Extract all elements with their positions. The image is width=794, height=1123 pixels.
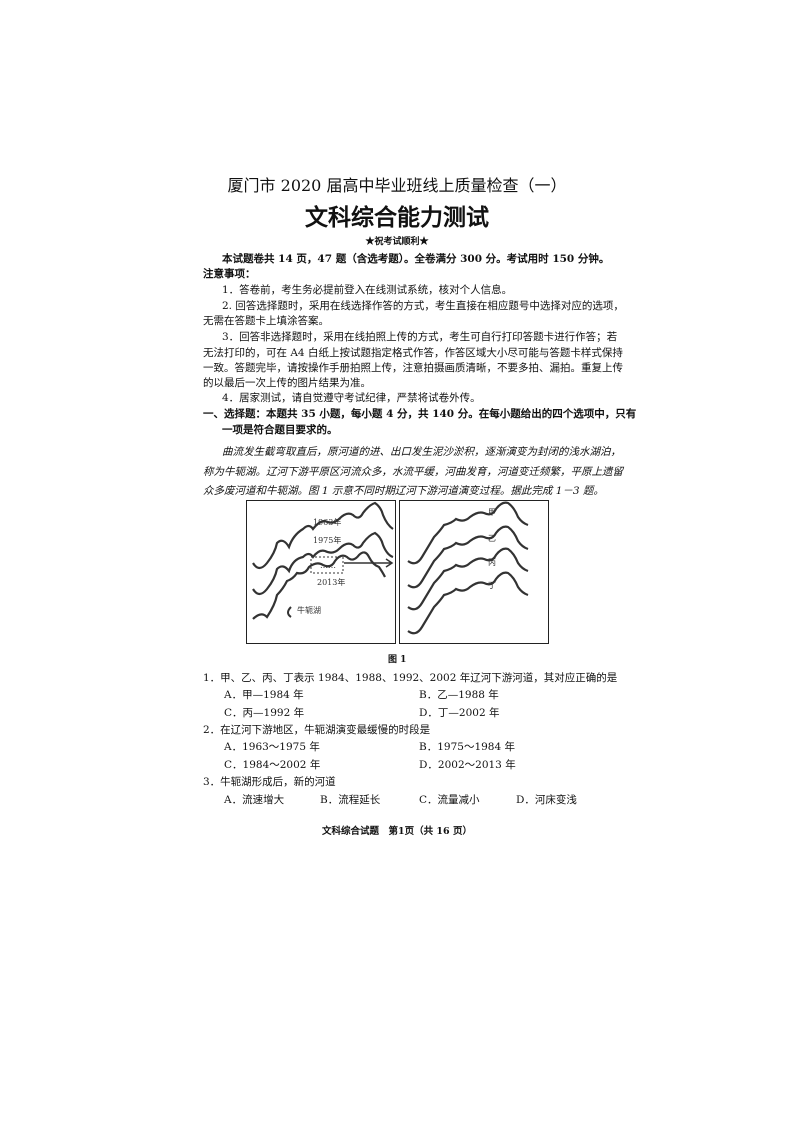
label-jia: 甲	[488, 508, 496, 517]
q3-option-b[interactable]: B．流程延长	[320, 794, 381, 806]
q3-option-a[interactable]: A．流速增大	[224, 794, 285, 806]
exam-motto: ★祝考试顺利★	[365, 237, 429, 247]
label-oxbow: 牛轭湖	[297, 605, 321, 615]
q3-option-d[interactable]: D．河床变浅	[516, 794, 577, 806]
notice-line: 的以最后一次上传的图片结果为准。	[203, 377, 371, 389]
q2-option-d[interactable]: D．2002～2013 年	[419, 759, 516, 771]
q1-option-c[interactable]: C．丙—1992 年	[224, 707, 305, 719]
notice-line: 一致。答题完毕，请按操作手册拍照上传，注意拍摄画质清晰，不要多拍、漏拍。重复上传	[203, 362, 623, 374]
figure-right-panel: 甲 乙 丙 丁	[399, 500, 549, 644]
river-1963	[252, 501, 394, 570]
figure-left-panel: …… 1963年 1975年 2013年 牛轭湖	[246, 500, 396, 644]
river-map-left: …… 1963年 1975年 2013年 牛轭湖	[252, 501, 394, 620]
q1-option-b[interactable]: B．乙—1988 年	[419, 689, 499, 701]
passage-line: 曲流发生截弯取直后，原河道的进、出口发生泥沙淤积，逐渐演变为封闭的浅水湖泊，	[222, 446, 621, 458]
page-footer: 文科综合试题 第1页（共 16 页）	[322, 826, 472, 837]
q2-option-b[interactable]: B．1975～1984 年	[419, 741, 515, 753]
q1-option-a[interactable]: A．甲—1984 年	[224, 689, 304, 701]
river-map-right: 甲 乙 丙 丁	[407, 501, 529, 635]
question-1-stem: 1．甲、乙、丙、丁表示 1984、1988、1992、2002 年辽河下游河道，…	[203, 672, 618, 684]
section-heading: 一、选择题：本题共 35 小题，每小题 4 分，共 140 分。在每小题给出的四…	[203, 408, 637, 420]
passage-line: 众多废河道和牛轭湖。图 1 示意不同时期辽河下游河道演变过程。据此完成 1－3 …	[203, 485, 604, 497]
label-bing: 丙	[488, 558, 496, 567]
label-2013: 2013年	[317, 577, 345, 587]
river-jia	[407, 501, 529, 565]
exam-subtitle: 文科综合能力测试	[305, 205, 489, 231]
q2-option-a[interactable]: A．1963～1975 年	[224, 741, 320, 753]
label-ding: 丁	[488, 581, 496, 590]
river-ding	[407, 571, 529, 635]
dashed-box	[310, 556, 344, 574]
river-yi	[407, 525, 529, 589]
river-bing	[407, 547, 529, 611]
notice-heading: 注意事项：	[203, 268, 256, 280]
notice-line: 2. 回答选择题时，采用在线选择作答的方式，考生直接在相应题号中选择对应的选项，	[222, 300, 624, 312]
notice-line: 1．答卷前，考生务必提前登入在线测试系统，核对个人信息。	[222, 284, 513, 296]
label-yi: 乙	[488, 534, 496, 543]
notice-line: 4．居家测试，请自觉遵守考试纪律，严禁将试卷外传。	[222, 392, 481, 404]
question-2-stem: 2．在辽河下游地区，牛轭湖演变最缓慢的时段是	[203, 724, 431, 736]
q1-option-d[interactable]: D．丁—2002 年	[419, 707, 500, 719]
label-1963: 1963年	[313, 517, 341, 527]
dashed-box-label: ……	[320, 561, 336, 570]
q3-option-c[interactable]: C．流量减小	[419, 794, 480, 806]
oxbow-lake	[287, 606, 292, 618]
notice-line: 无法打印的，可在 A4 白纸上按试题指定格式作答，作答区域大小尽可能与答题卡样式…	[203, 347, 623, 359]
notice-line: 3．回答非选择题时，采用在线拍照上传的方式，考生可自行打印答题卡进行作答；若	[222, 331, 618, 343]
river-1975	[252, 531, 394, 596]
intro-text: 本试题卷共 14 页，47 题（含选考题）。全卷满分 300 分。考试用时 15…	[222, 253, 610, 265]
label-1975: 1975年	[313, 535, 341, 545]
passage-line: 称为牛轭湖。辽河下游平原区河流众多，水流平缓，河曲发育，河道变迁频繁，平原上遗留	[203, 466, 623, 478]
q2-option-c[interactable]: C．1984～2002 年	[224, 759, 321, 771]
notice-line: 无需在答题卡上填涂答案。	[203, 315, 329, 327]
section-heading-cont: 一项是符合题目要求的。	[222, 424, 338, 436]
arrow-icon	[344, 558, 394, 568]
exam-title: 厦门市 2020 届高中毕业班线上质量检查（一）	[227, 176, 567, 195]
figure-caption: 图 1	[388, 655, 407, 665]
river-2013	[252, 551, 386, 620]
question-3-stem: 3．牛轭湖形成后，新的河道	[203, 776, 336, 788]
